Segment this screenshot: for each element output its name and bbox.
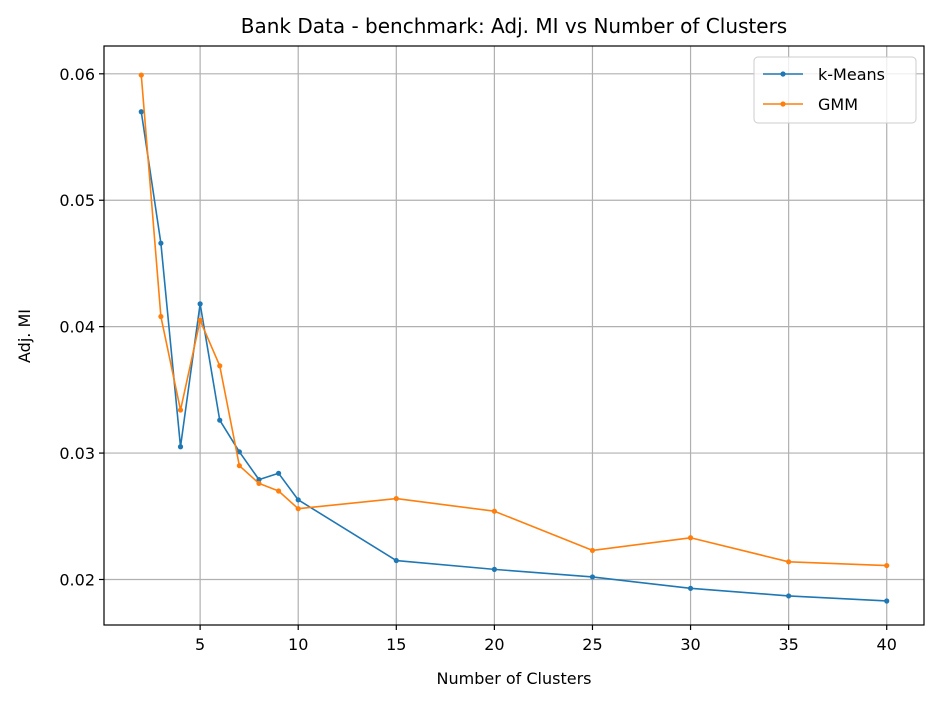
chart-title: Bank Data - benchmark: Adj. MI vs Number… xyxy=(241,14,787,38)
data-point-gmm xyxy=(884,562,890,569)
data-point-gmm xyxy=(393,495,399,502)
data-point-gmm xyxy=(197,317,203,323)
data-point-k-means xyxy=(295,497,301,503)
x-tick-label: 40 xyxy=(877,635,897,654)
data-point-k-means xyxy=(275,470,282,476)
legend: k-Means GMM xyxy=(753,56,917,124)
y-tick-label: 0.02 xyxy=(59,570,95,589)
legend-marker-gmm xyxy=(780,101,786,107)
y-tick-label: 0.06 xyxy=(59,65,95,84)
legend-marker-k-means xyxy=(780,71,786,77)
data-point-k-means xyxy=(589,574,596,580)
plot-frame xyxy=(103,45,925,626)
data-point-gmm xyxy=(295,506,301,512)
grid-lines xyxy=(104,46,924,625)
data-point-k-means xyxy=(884,598,890,604)
data-point-k-means xyxy=(687,585,694,591)
x-axis-label: Number of Clusters xyxy=(437,669,592,688)
data-point-k-means xyxy=(256,477,262,483)
data-point-gmm xyxy=(138,72,144,78)
data-point-gmm xyxy=(236,463,242,469)
legend-label-gmm: GMM xyxy=(818,95,858,114)
x-tick-label: 5 xyxy=(195,635,205,654)
axis-ticks: 5 10 15 20 25 30 35 40 0.02 0.03 0.04 0.05 0.06 xyxy=(59,65,897,654)
y-axis-label: Adj. MI xyxy=(15,309,34,363)
y-tick-label: 0.05 xyxy=(59,191,95,210)
x-tick-label: 35 xyxy=(778,635,798,654)
x-tick-label: 30 xyxy=(680,635,700,654)
data-point-k-means xyxy=(177,444,184,450)
data-point-gmm xyxy=(275,488,282,494)
data-point-gmm xyxy=(491,508,497,514)
data-point-k-means xyxy=(393,557,399,564)
x-tick-label: 25 xyxy=(582,635,602,654)
data-point-k-means xyxy=(786,593,792,599)
x-tick-label: 15 xyxy=(386,635,406,654)
data-point-gmm xyxy=(589,547,596,554)
data-point-k-means xyxy=(217,417,223,423)
data-point-gmm xyxy=(177,407,184,413)
data-point-gmm xyxy=(158,313,164,320)
y-tick-label: 0.03 xyxy=(59,444,95,463)
data-point-gmm xyxy=(786,559,792,565)
data-point-k-means xyxy=(197,301,203,307)
y-tick-label: 0.04 xyxy=(59,318,95,337)
data-point-k-means xyxy=(158,240,164,246)
legend-label-k-means: k-Means xyxy=(818,65,885,84)
x-tick-label: 10 xyxy=(288,635,308,654)
data-point-gmm xyxy=(217,363,223,369)
data-point-k-means xyxy=(138,109,144,115)
data-point-k-means xyxy=(491,566,497,572)
data-point-gmm xyxy=(687,535,694,541)
data-point-gmm xyxy=(256,480,262,487)
data-point-k-means xyxy=(236,449,242,455)
series-layer xyxy=(138,72,890,604)
x-tick-label: 20 xyxy=(484,635,504,654)
